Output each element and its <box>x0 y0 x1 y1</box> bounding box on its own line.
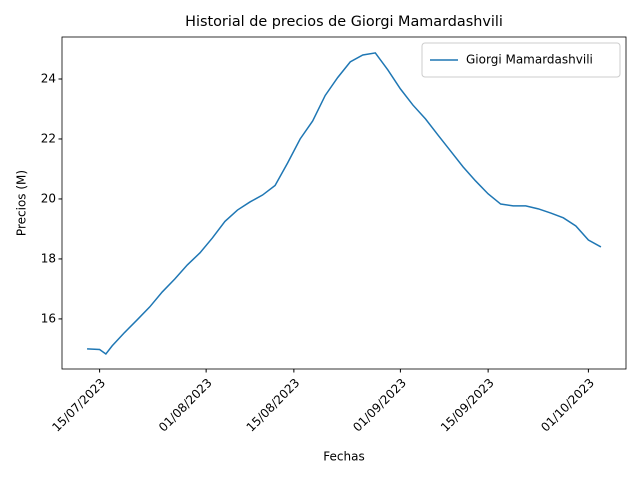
x-tick-label: 01/08/2023 <box>156 376 215 435</box>
y-tick-label: 24 <box>41 71 56 85</box>
x-axis-label: Fechas <box>323 450 364 464</box>
x-tick-label: 01/10/2023 <box>538 376 597 435</box>
x-tick-label: 15/09/2023 <box>438 376 497 435</box>
plot-frame <box>61 36 627 370</box>
line-series <box>87 52 602 356</box>
y-tick-label: 20 <box>41 191 56 205</box>
x-tick-label: 15/07/2023 <box>49 376 108 435</box>
x-tick-label: 01/09/2023 <box>350 376 409 435</box>
x-tick-label: 15/08/2023 <box>244 376 303 435</box>
y-axis-label: Precios (M) <box>15 170 29 236</box>
y-tick-label: 18 <box>41 251 56 265</box>
chart-title: Historial de precios de Giorgi Mamardash… <box>185 14 503 30</box>
legend-label: Giorgi Mamardashvili <box>466 53 593 67</box>
legend-box <box>421 42 621 78</box>
y-tick-label: 22 <box>41 131 56 145</box>
y-tick-label: 16 <box>41 311 56 325</box>
